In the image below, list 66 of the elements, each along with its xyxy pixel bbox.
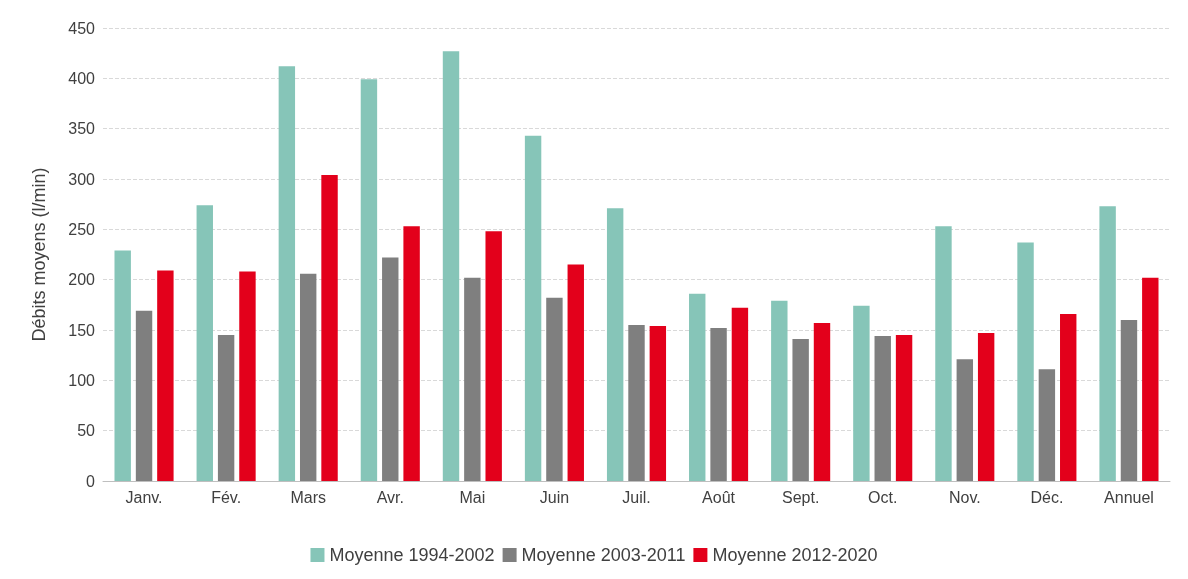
- bar: [1120, 319, 1138, 481]
- x-tick-label: Avr.: [376, 488, 404, 506]
- bar: [524, 135, 542, 481]
- y-tick-label: 250: [68, 220, 96, 238]
- bar: [321, 174, 338, 481]
- x-tick-label: Sept.: [781, 488, 820, 506]
- x-tick-label: Mai: [459, 488, 486, 506]
- bar: [360, 79, 378, 481]
- bar: [299, 273, 317, 481]
- bar: [956, 359, 974, 481]
- bar: [157, 270, 174, 481]
- bar: [935, 226, 952, 481]
- bar: [382, 257, 399, 481]
- x-tick-label: Mars: [290, 488, 326, 506]
- y-tick-label: 100: [68, 371, 96, 389]
- bar: [196, 205, 213, 481]
- legend-label: Moyenne 1994-2002: [329, 545, 495, 565]
- legend-label: Moyenne 2003-2011: [521, 545, 686, 565]
- bar: [135, 310, 153, 481]
- bar: [1142, 277, 1159, 481]
- bar: [485, 231, 502, 481]
- y-tick-label: 150: [68, 321, 96, 339]
- x-tick-label: Oct.: [868, 488, 898, 506]
- bar: [649, 325, 667, 481]
- x-tick-label: Juin: [539, 488, 570, 506]
- bar: [1038, 369, 1056, 481]
- bar: [771, 300, 788, 481]
- y-tick-label: 450: [68, 19, 96, 37]
- y-tick-label: 300: [68, 170, 96, 188]
- x-tick-label: Fév.: [211, 488, 242, 506]
- bar: [464, 277, 481, 481]
- bar: [217, 335, 235, 481]
- bar: [606, 208, 624, 481]
- bar: [874, 336, 891, 481]
- bar: [792, 339, 809, 481]
- bar: [546, 297, 563, 481]
- bar: [1060, 313, 1077, 481]
- bar: [239, 271, 256, 481]
- x-tick-label: Nov.: [948, 488, 981, 506]
- x-tick-label: Annuel: [1104, 488, 1154, 506]
- bar: [813, 322, 831, 481]
- y-axis-title: Débits moyens (l/min): [29, 167, 49, 342]
- bar: [442, 51, 460, 481]
- bar: [895, 335, 913, 481]
- bar: [628, 324, 645, 481]
- bar: [114, 250, 131, 481]
- bar: [689, 293, 706, 481]
- legend-label: Moyenne 2012-2020: [712, 545, 878, 565]
- bar: [1099, 206, 1116, 481]
- x-tick-label: Août: [702, 488, 736, 506]
- y-tick-label: 200: [68, 271, 96, 289]
- x-tick-label: Déc.: [1030, 488, 1064, 506]
- bar: [710, 327, 727, 481]
- bar: [853, 305, 870, 481]
- y-tick-label: 0: [86, 472, 96, 490]
- y-tick-label: 50: [77, 422, 96, 440]
- y-tick-label: 400: [68, 69, 96, 87]
- bar: [567, 264, 584, 481]
- x-tick-label: Janv.: [125, 488, 163, 506]
- y-tick-label: 350: [68, 120, 96, 138]
- bar: [278, 66, 296, 481]
- x-tick-label: Juil.: [622, 488, 651, 506]
- bar: [403, 226, 420, 481]
- bar: [731, 307, 749, 481]
- bar: [977, 333, 995, 481]
- bar: [1017, 242, 1034, 481]
